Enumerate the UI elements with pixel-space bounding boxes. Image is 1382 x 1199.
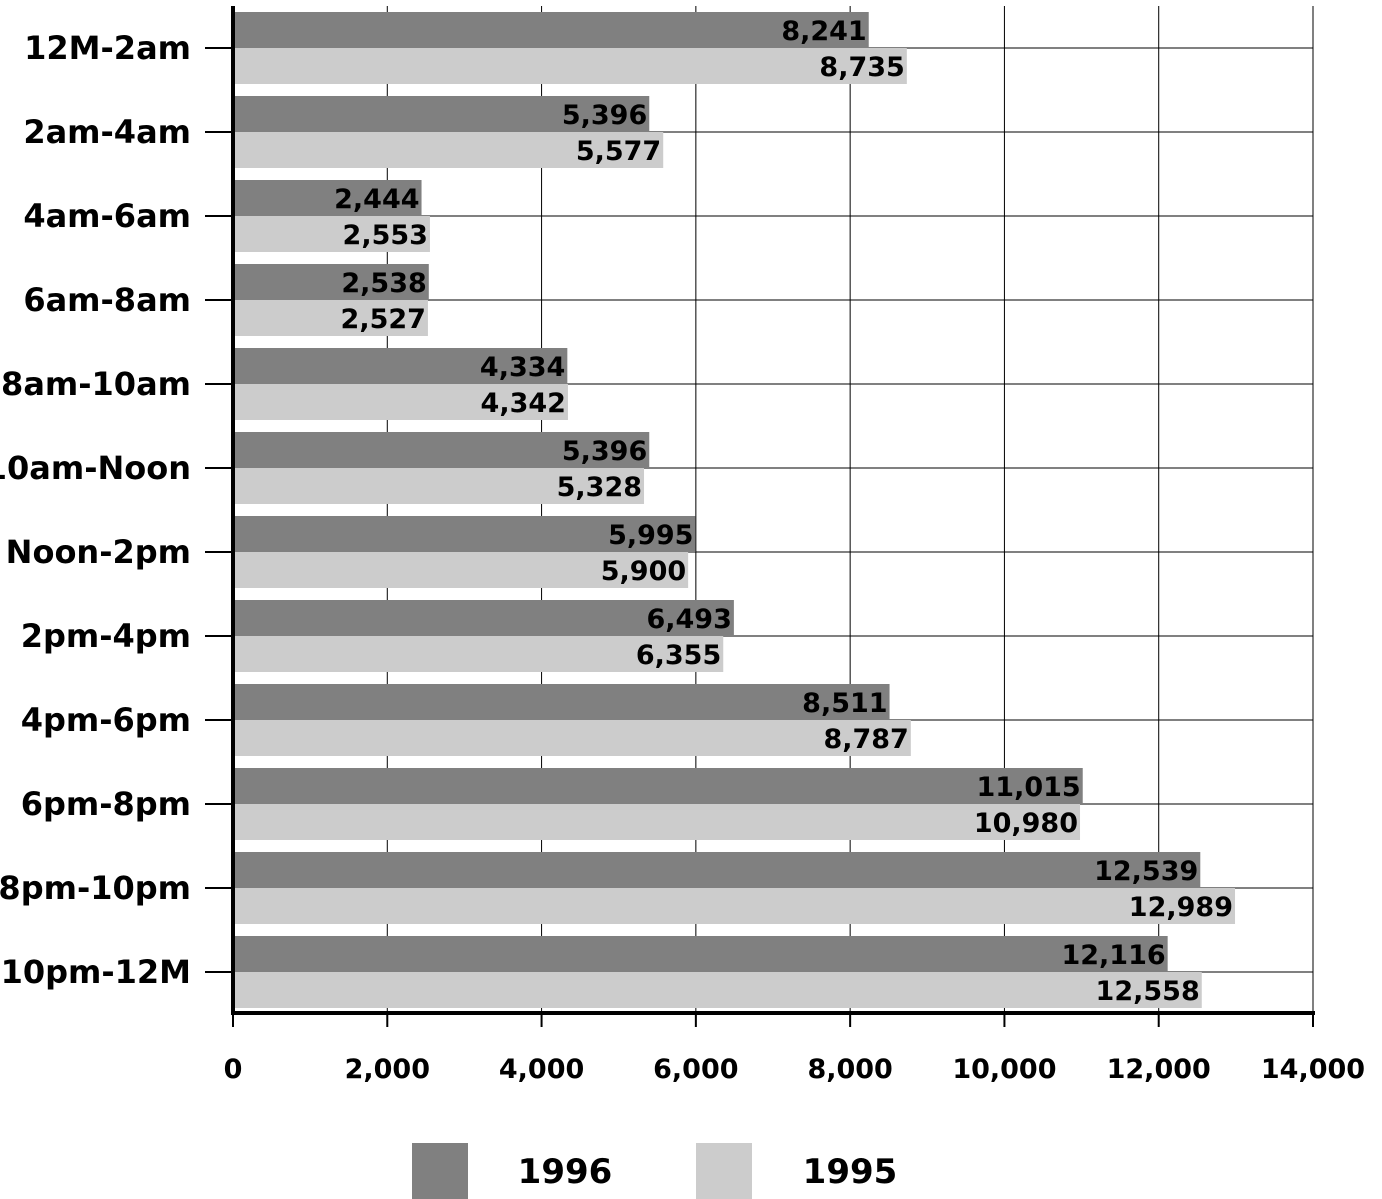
category-label: 4pm-6pm bbox=[21, 701, 191, 739]
bar-1996-2pm-4pm bbox=[235, 600, 734, 636]
x-tick-label: 6,000 bbox=[653, 1054, 738, 1085]
x-tick-label: 10,000 bbox=[952, 1054, 1056, 1085]
bar-1995-12M-2am bbox=[235, 48, 907, 84]
category-label: 2am-4am bbox=[23, 113, 191, 151]
category-label: 6am-8am bbox=[23, 281, 191, 319]
data-label-1995-4am-6am: 2,553 bbox=[343, 220, 428, 251]
category-label: 12M-2am bbox=[24, 29, 191, 67]
data-label-1996-2am-4am: 5,396 bbox=[562, 100, 647, 131]
data-label-1996-4am-6am: 2,444 bbox=[334, 184, 419, 215]
data-label-1995-Noon-2pm: 5,900 bbox=[601, 556, 686, 587]
bar-1995-8pm-10pm bbox=[235, 888, 1236, 924]
bar-1995-10pm-12M bbox=[235, 972, 1202, 1008]
data-label-1995-4pm-6pm: 8,787 bbox=[823, 724, 908, 755]
bar-1996-12M-2am bbox=[235, 12, 869, 48]
bar-1996-10am-Noon bbox=[235, 432, 650, 468]
bar-1995-10am-Noon bbox=[235, 468, 645, 504]
data-label-1996-6am-8am: 2,538 bbox=[341, 268, 426, 299]
category-label: Noon-2pm bbox=[6, 533, 191, 571]
bar-1996-8pm-10pm bbox=[235, 852, 1201, 888]
bar-1995-2am-4am bbox=[235, 132, 664, 168]
x-tick-label: 12,000 bbox=[1107, 1054, 1211, 1085]
bar-1996-6am-8am bbox=[235, 264, 429, 300]
category-label: 10am-Noon bbox=[0, 449, 191, 487]
legend: 1996 1995 bbox=[412, 1143, 897, 1199]
bar-1995-6am-8am bbox=[235, 300, 428, 336]
category-label: 8am-10am bbox=[1, 365, 191, 403]
x-tick-label: 14,000 bbox=[1261, 1054, 1365, 1085]
bar-1995-4am-6am bbox=[235, 216, 430, 252]
bar-1995-8am-10am bbox=[235, 384, 568, 420]
legend-swatch-1995 bbox=[696, 1143, 752, 1199]
legend-swatch-1996 bbox=[412, 1143, 468, 1199]
data-label-1995-10pm-12M: 12,558 bbox=[1096, 976, 1200, 1007]
data-label-1995-6pm-8pm: 10,980 bbox=[974, 808, 1078, 839]
data-label-1996-12M-2am: 8,241 bbox=[781, 16, 866, 47]
legend-label-1995: 1995 bbox=[803, 1152, 898, 1192]
data-label-1996-2pm-4pm: 6,493 bbox=[646, 604, 731, 635]
bar-1995-2pm-4pm bbox=[235, 636, 724, 672]
bar-1996-Noon-2pm bbox=[235, 516, 696, 552]
category-label: 2pm-4pm bbox=[21, 617, 191, 655]
data-label-1995-10am-Noon: 5,328 bbox=[557, 472, 642, 503]
bar-1995-4pm-6pm bbox=[235, 720, 911, 756]
data-label-1996-6pm-8pm: 11,015 bbox=[977, 772, 1081, 803]
category-label: 4am-6am bbox=[23, 197, 191, 235]
data-label-1995-6am-8am: 2,527 bbox=[341, 304, 426, 335]
bar-1996-4pm-6pm bbox=[235, 684, 890, 720]
x-tick-label: 8,000 bbox=[807, 1054, 892, 1085]
category-label: 10pm-12M bbox=[1, 953, 191, 991]
data-label-1995-8am-10am: 4,342 bbox=[481, 388, 566, 419]
data-label-1996-10am-Noon: 5,396 bbox=[562, 436, 647, 467]
bar-1995-6pm-8pm bbox=[235, 804, 1081, 840]
data-label-1995-12M-2am: 8,735 bbox=[819, 52, 904, 83]
bar-1996-6pm-8pm bbox=[235, 768, 1083, 804]
data-label-1996-10pm-12M: 12,116 bbox=[1061, 940, 1165, 971]
x-tick-label: 0 bbox=[224, 1054, 243, 1085]
category-label: 6pm-8pm bbox=[21, 785, 191, 823]
data-label-1996-4pm-6pm: 8,511 bbox=[802, 688, 887, 719]
bar-1996-4am-6am bbox=[235, 180, 422, 216]
data-label-1995-8pm-10pm: 12,989 bbox=[1129, 892, 1233, 923]
x-tick-label: 2,000 bbox=[345, 1054, 430, 1085]
category-label: 8pm-10pm bbox=[0, 869, 191, 907]
bar-1995-Noon-2pm bbox=[235, 552, 689, 588]
legend-label-1996: 1996 bbox=[518, 1152, 613, 1192]
bar-1996-8am-10am bbox=[235, 348, 568, 384]
bars bbox=[235, 12, 1236, 1008]
bar-1996-10pm-12M bbox=[235, 936, 1168, 972]
labels: 8,241 8,735 12M-2am 5,396 5,577 2am-4am 2,444 2… bbox=[0, 16, 1365, 1085]
data-label-1996-8am-10am: 4,334 bbox=[480, 352, 565, 383]
x-tick-label: 4,000 bbox=[499, 1054, 584, 1085]
bar-1996-2am-4am bbox=[235, 96, 650, 132]
axes bbox=[205, 6, 1315, 1027]
data-label-1996-Noon-2pm: 5,995 bbox=[608, 520, 693, 551]
data-label-1995-2am-4am: 5,577 bbox=[576, 136, 661, 167]
data-label-1996-8pm-10pm: 12,539 bbox=[1094, 856, 1198, 887]
data-label-1995-2pm-4pm: 6,355 bbox=[636, 640, 721, 671]
